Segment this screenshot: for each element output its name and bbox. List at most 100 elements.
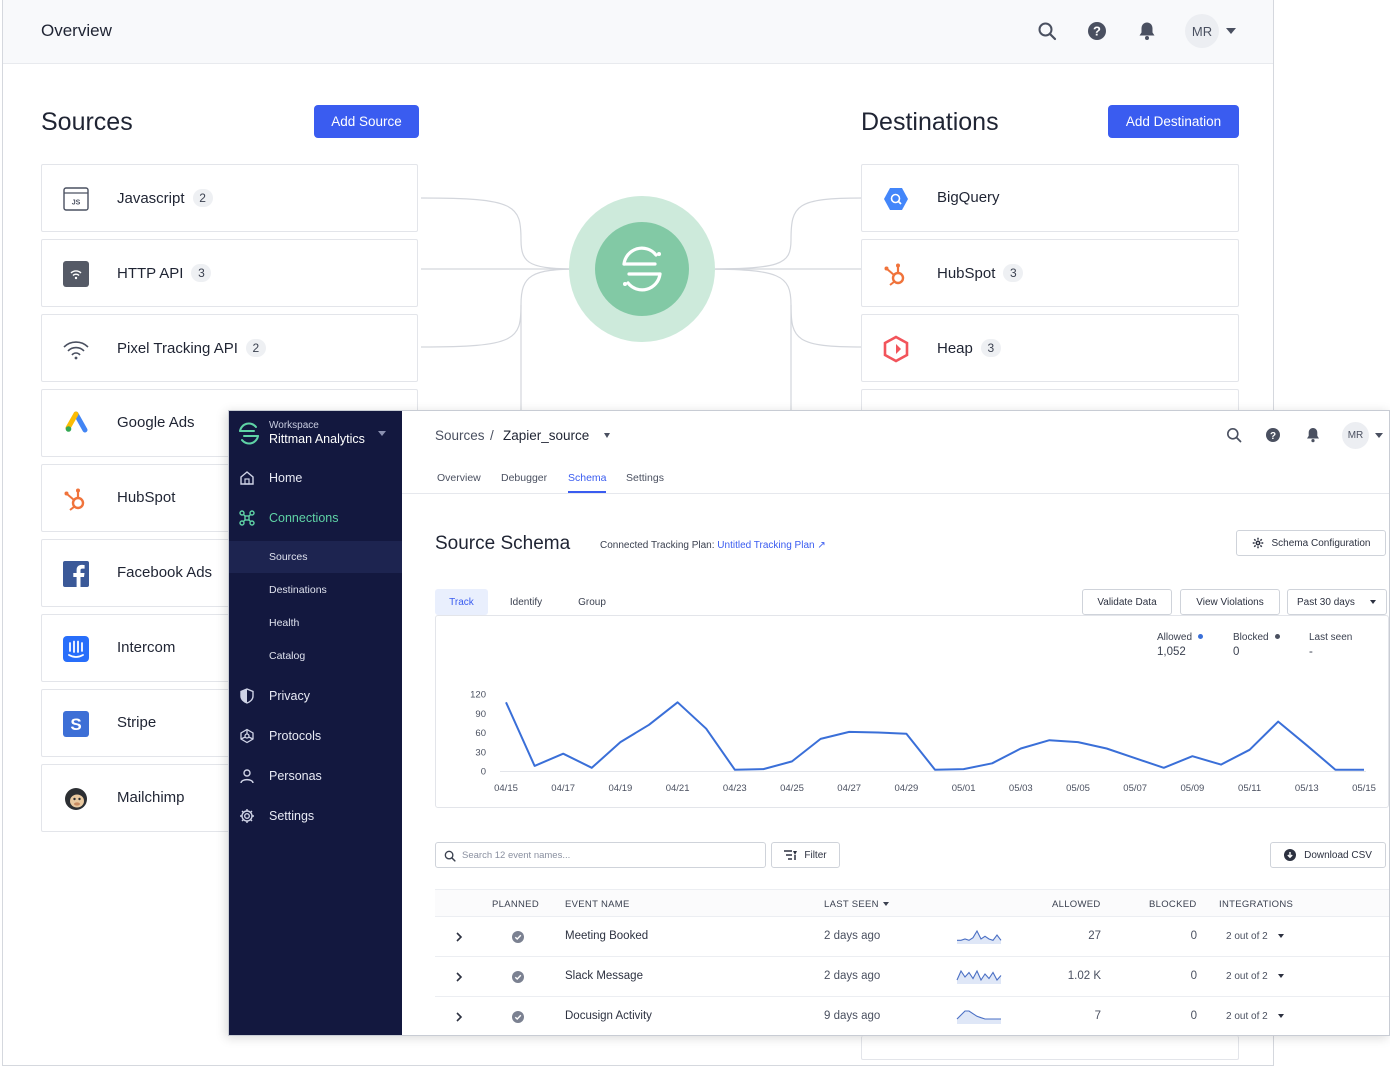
avatar[interactable]: MR <box>1342 422 1369 449</box>
hubspot-icon <box>62 485 90 513</box>
add-source-button[interactable]: Add Source <box>314 105 419 138</box>
source-name: HubSpot <box>117 489 176 506</box>
connection-hub <box>421 196 863 410</box>
destination-card[interactable]: Heap 3 <box>861 314 1239 382</box>
breadcrumb-current[interactable]: Zapier_source <box>503 428 590 443</box>
source-name: Intercom <box>117 639 176 656</box>
add-destination-button[interactable]: Add Destination <box>1108 105 1239 138</box>
chevron-right-icon[interactable] <box>455 1012 463 1022</box>
search-input[interactable] <box>462 848 752 862</box>
table-row[interactable]: Meeting Booked 2 days ago 27 0 2 out of 2 <box>435 917 1389 957</box>
chevron-down-icon[interactable] <box>604 433 610 438</box>
subnav-health[interactable]: Health <box>229 607 402 639</box>
last-seen: 9 days ago <box>824 1010 881 1022</box>
destination-card[interactable] <box>861 1036 1239 1060</box>
intercom-icon <box>62 635 90 663</box>
download-csv-button[interactable]: Download CSV <box>1270 842 1386 868</box>
blocked-label: Blocked <box>1233 632 1269 643</box>
search-icon[interactable] <box>1035 19 1059 43</box>
destination-name: HubSpot <box>937 265 996 282</box>
chevron-right-icon[interactable] <box>455 932 463 942</box>
source-card[interactable]: JS Javascript 2 <box>41 164 418 232</box>
filter-button[interactable]: Filter <box>771 842 840 868</box>
nav-label: Protocols <box>269 729 322 743</box>
schema-configuration-button[interactable]: Schema Configuration <box>1236 530 1386 556</box>
blocked-value: 0 <box>1233 646 1240 658</box>
active-tab-indicator <box>568 491 606 493</box>
destination-name: Heap <box>937 340 973 357</box>
nav-personas[interactable]: Personas <box>229 760 402 792</box>
nav-label: Privacy <box>269 689 310 703</box>
nav-connections[interactable]: Connections <box>229 502 402 534</box>
tracking-plan-link[interactable]: Untitled Tracking Plan ↗ <box>717 540 826 551</box>
schema-configuration-label: Schema Configuration <box>1271 537 1371 549</box>
last-seen-label: Last seen <box>1309 632 1353 643</box>
tab-settings[interactable]: Settings <box>626 472 664 484</box>
view-violations-button[interactable]: View Violations <box>1180 589 1280 615</box>
subnav-sources[interactable]: Sources <box>229 541 402 573</box>
tab-schema[interactable]: Schema <box>568 472 607 484</box>
allowed-count: 27 <box>1088 930 1101 942</box>
event-name[interactable]: Meeting Booked <box>565 930 649 942</box>
integrations-select[interactable]: 2 out of 2 <box>1226 1011 1284 1022</box>
workspace-name[interactable]: Rittman Analytics <box>269 432 365 446</box>
segment-track[interactable]: Track <box>435 589 488 615</box>
x-tick-label: 04/29 <box>895 783 919 794</box>
destination-card[interactable]: HubSpot 3 <box>861 239 1239 307</box>
nav-settings[interactable]: Settings <box>229 800 402 832</box>
subnav-catalog[interactable]: Catalog <box>229 640 402 672</box>
nav-protocols[interactable]: Protocols <box>229 720 402 752</box>
nav-home[interactable]: Home <box>229 462 402 494</box>
col-last-seen[interactable]: LAST SEEN <box>824 899 889 910</box>
nav-label: Home <box>269 471 303 485</box>
integrations-value: 2 out of 2 <box>1226 1011 1268 1022</box>
integrations-select[interactable]: 2 out of 2 <box>1226 971 1284 982</box>
chevron-down-icon[interactable] <box>1226 28 1236 34</box>
tab-overview[interactable]: Overview <box>437 472 481 484</box>
x-tick-label: 04/17 <box>551 783 575 794</box>
chevron-down-icon[interactable] <box>1375 433 1383 438</box>
protocols-icon <box>238 727 256 745</box>
integrations-select[interactable]: 2 out of 2 <box>1226 931 1284 942</box>
subnav-label: Destinations <box>269 584 327 596</box>
source-card[interactable]: HTTP API 3 <box>41 239 418 307</box>
bell-icon[interactable] <box>1301 423 1325 447</box>
tab-debugger[interactable]: Debugger <box>501 472 548 484</box>
hubspot-icon <box>882 260 910 288</box>
event-name[interactable]: Slack Message <box>565 970 643 982</box>
date-range-select[interactable]: Past 30 days <box>1287 589 1387 615</box>
home-icon <box>238 469 256 487</box>
count-badge: 3 <box>980 339 1001 357</box>
chevron-down-icon <box>1277 934 1284 938</box>
breadcrumb-sources[interactable]: Sources <box>435 428 485 443</box>
validate-data-button[interactable]: Validate Data <box>1082 589 1172 615</box>
col-blocked: BLOCKED <box>1149 899 1197 910</box>
destination-card[interactable]: BigQuery <box>861 164 1239 232</box>
avatar[interactable]: MR <box>1185 14 1219 48</box>
segment-group[interactable]: Group <box>578 596 606 608</box>
search-icon[interactable] <box>1222 423 1246 447</box>
bell-icon[interactable] <box>1135 19 1159 43</box>
event-search[interactable] <box>435 842 766 868</box>
table-row[interactable]: Slack Message 2 days ago 1.02 K 0 2 out of 2 <box>435 957 1389 997</box>
subnav-destinations[interactable]: Destinations <box>229 574 402 606</box>
source-name: Mailchimp <box>117 789 185 806</box>
breadcrumb-separator: / <box>490 428 494 443</box>
sparkline-line <box>957 929 1002 941</box>
table-row[interactable]: Docusign Activity 9 days ago 7 0 2 out of 2 <box>435 997 1389 1035</box>
chevron-down-icon[interactable] <box>378 431 386 436</box>
sparkline <box>956 969 1002 984</box>
segment-identify[interactable]: Identify <box>509 596 543 608</box>
allowed-count: 1.02 K <box>1067 970 1101 982</box>
google-ads-icon <box>62 410 90 438</box>
event-name[interactable]: Docusign Activity <box>565 1010 652 1022</box>
nav-privacy[interactable]: Privacy <box>229 680 402 712</box>
divider <box>402 493 1389 494</box>
help-icon[interactable]: ? <box>1085 19 1109 43</box>
source-card[interactable]: Pixel Tracking API 2 <box>41 314 418 382</box>
chevron-down-icon <box>1277 1014 1284 1018</box>
subnav-label: Catalog <box>269 650 306 662</box>
help-icon[interactable]: ? <box>1261 423 1285 447</box>
chevron-right-icon[interactable] <box>455 972 463 982</box>
subnav-label: Health <box>269 617 300 629</box>
